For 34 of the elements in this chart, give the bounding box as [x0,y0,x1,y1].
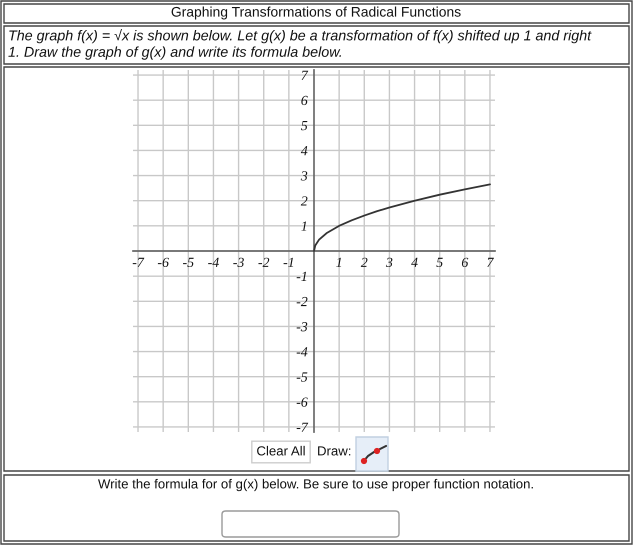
y-tick-label: -3 [296,322,308,332]
y-tick-label: 7 [302,70,308,80]
x-tick-label: -3 [233,258,244,268]
y-tick-label: -7 [296,422,308,432]
y-tick-label: 2 [300,196,308,206]
text: Clear All [257,446,305,456]
text: Write the formula for of g(x) below. Be sure to use proper function notation. [98,478,533,492]
x-tick-label: 5 [436,258,443,268]
x-tick-label: 7 [487,258,494,267]
chart-subtitle: The graph f(x) = √x is shown below. Let g(x) be a transformation of f(x) shifted up 1 and right 1. Draw the graph of g(x) and write its formula below. [8,29,592,60]
x-tick-label: -6 [158,258,169,268]
x-tick-label: -2 [258,258,270,267]
y-tick-label: -6 [296,397,308,407]
x-tick-label: -5 [183,258,194,268]
y-tick-label: 5 [301,121,308,130]
y-tick-label: -5 [296,372,308,382]
x-tick-label: 3 [386,258,392,268]
x-tick-label: -1 [284,258,294,267]
line-series [313,183,491,252]
x-tick-label: -4 [208,258,219,267]
x-tick-label: 6 [462,258,468,268]
x-tick-label: 2 [360,258,368,267]
chart-title: Graphing Transformations of Radical Functions [172,6,461,20]
y-tick-label: -4 [296,347,308,356]
y-tick-label: 3 [300,171,308,181]
y-tick-label: 6 [301,96,308,106]
x-tick-label: -7 [132,258,144,267]
y-tick-label: -1 [296,272,306,281]
y-tick-label: 1 [301,222,306,231]
x-tick-label: 1 [336,258,342,267]
x-tick-label: 4 [411,258,418,267]
y-tick-label: -2 [296,296,308,306]
text: Draw: [318,446,350,456]
y-tick-label: 4 [300,146,308,156]
